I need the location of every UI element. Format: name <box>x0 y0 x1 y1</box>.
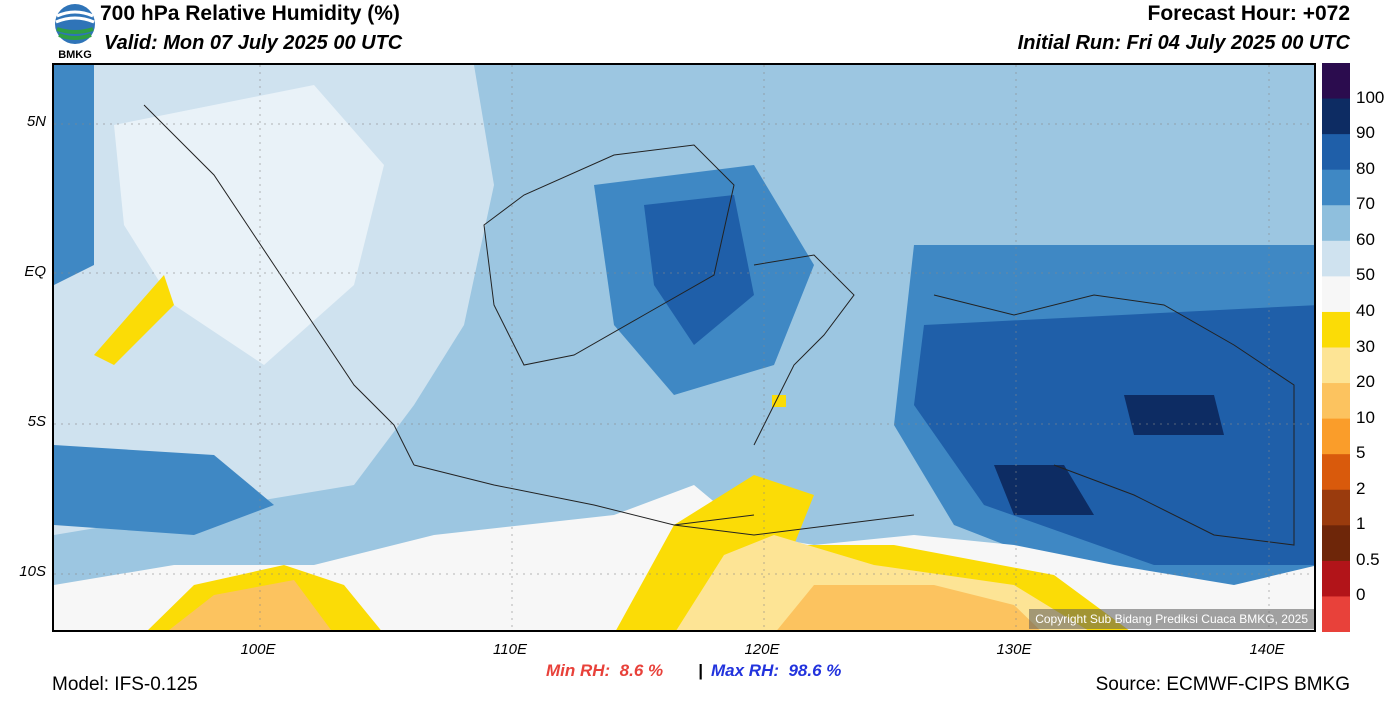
forecast-hour: Forecast Hour: +072 <box>1147 2 1351 25</box>
colorbar-segment <box>1322 205 1350 242</box>
colorbar-segment <box>1322 134 1350 171</box>
colorbar-tick-label: 10 <box>1356 407 1375 427</box>
colorbar-segment <box>1322 63 1350 100</box>
colorbar-segment <box>1322 276 1350 313</box>
colorbar-tick-label: 80 <box>1356 158 1375 178</box>
borneo-coast <box>483 144 735 366</box>
lon-label-140e: 140E <box>1249 641 1285 658</box>
map-canvas <box>54 65 1314 630</box>
copyright-notice: Copyright Sub Bidang Prediksi Cuaca BMKG… <box>1029 609 1314 629</box>
lon-label-130e: 130E <box>996 641 1032 658</box>
valid-time: Valid: Mon 07 July 2025 00 UTC <box>104 32 403 54</box>
colorbar-tick-label: 70 <box>1356 194 1375 214</box>
source-info: Source: ECMWF-CIPS BMKG <box>1095 674 1350 695</box>
colorbar-tick-label: 30 <box>1356 336 1375 356</box>
java-coast <box>413 464 755 526</box>
min-rh-label: Min RH: 8.6 % <box>546 661 664 680</box>
lon-label-110e: 110E <box>493 641 527 658</box>
colorbar-tick-label: 0 <box>1356 585 1366 605</box>
colorbar-segment <box>1322 489 1350 526</box>
colorbar-segment <box>1322 383 1350 420</box>
colorbar-tick-label: 0.5 <box>1356 549 1380 569</box>
colorbar-segment <box>1322 169 1350 206</box>
colorbar-segment <box>1322 98 1350 135</box>
chart-title: 700 hPa Relative Humidity (%) <box>100 2 400 25</box>
papua-coast <box>933 294 1295 546</box>
initial-run: Initial Run: Fri 04 July 2025 00 UTC <box>1017 32 1350 54</box>
sulawesi-coast <box>753 254 855 446</box>
lat-label-10s: 10S <box>19 563 46 580</box>
colorbar-segment <box>1322 454 1350 491</box>
lat-label-5n: 5N <box>26 113 46 130</box>
humidity-map <box>52 63 1316 632</box>
stats-separator: | <box>698 661 703 680</box>
logo-text: BMKG <box>58 49 92 60</box>
lat-label-eq: EQ <box>24 263 46 280</box>
lon-label-120e: 120E <box>744 641 780 658</box>
bmkg-logo: BMKG <box>52 2 98 61</box>
colorbar-segment <box>1322 525 1350 562</box>
max-rh-label: Max RH: 98.6 % <box>711 661 842 680</box>
colorbar-tick-label: 5 <box>1356 443 1366 463</box>
colorbar-tick-label: 90 <box>1356 123 1375 143</box>
colorbar-segment <box>1322 596 1350 633</box>
colorbar-tick-label: 2 <box>1356 478 1366 498</box>
colorbar-tick-label: 40 <box>1356 300 1375 320</box>
sumatra-coast <box>143 104 415 466</box>
colorbar-tick-label: 60 <box>1356 229 1375 249</box>
colorbar-segment <box>1322 347 1350 384</box>
colorbar-tick-label: 20 <box>1356 372 1375 392</box>
colorbar-segment <box>1322 240 1350 277</box>
nusa-tenggara-coast <box>673 514 915 536</box>
colorbar-tick-label: 50 <box>1356 265 1375 285</box>
model-info: Model: IFS-0.125 <box>52 674 198 695</box>
colorbar-segment <box>1322 560 1350 597</box>
lat-label-5s: 5S <box>27 413 46 430</box>
colorbar-segment <box>1322 418 1350 455</box>
colorbar-tick-label: 100 <box>1356 87 1385 107</box>
colorbar-segment <box>1322 311 1350 348</box>
colorbar-tick-label: 1 <box>1356 514 1366 534</box>
lon-label-100e: 100E <box>240 641 276 658</box>
colorbar <box>1322 63 1350 633</box>
